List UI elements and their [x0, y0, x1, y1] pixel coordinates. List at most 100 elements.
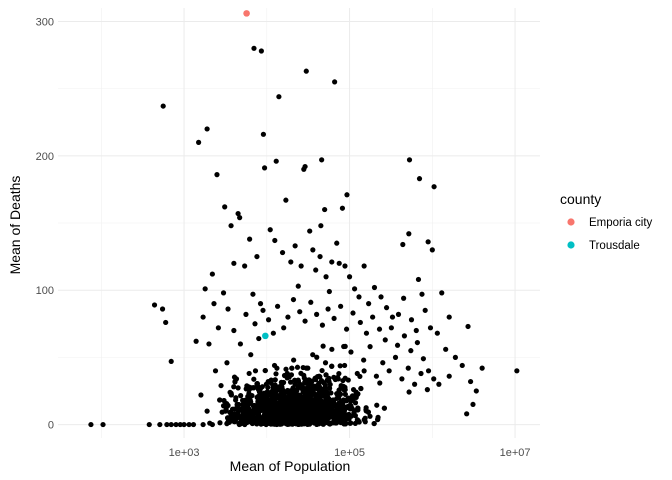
data-point — [247, 236, 253, 242]
data-point — [376, 326, 383, 332]
data-point — [221, 397, 227, 404]
data-point — [314, 354, 320, 360]
data-point — [270, 388, 276, 394]
data-point — [240, 402, 246, 408]
data-point — [467, 378, 474, 385]
x-tick-label: 1e+07 — [500, 447, 531, 459]
data-point — [329, 346, 335, 352]
data-points — [88, 10, 520, 428]
data-point — [151, 302, 158, 308]
y-tick-label: 300 — [36, 16, 54, 28]
data-point — [270, 330, 276, 336]
data-point — [309, 400, 315, 406]
data-point — [317, 253, 323, 260]
data-point — [173, 421, 179, 428]
data-point — [200, 421, 206, 428]
data-point — [342, 343, 348, 349]
data-point — [406, 231, 412, 237]
data-point — [168, 358, 174, 365]
data-point — [363, 405, 369, 411]
legend-title: county — [560, 191, 601, 207]
data-point — [419, 291, 425, 297]
data-point — [366, 301, 372, 307]
data-point — [214, 172, 220, 178]
data-point — [324, 377, 330, 383]
data-point — [233, 376, 240, 382]
data-point — [222, 204, 228, 210]
data-point — [157, 421, 163, 428]
data-point — [245, 393, 251, 400]
data-point — [307, 228, 313, 234]
data-point — [251, 404, 258, 410]
grid-lines — [58, 8, 540, 438]
data-point — [212, 368, 219, 374]
data-point — [354, 370, 360, 377]
data-point — [380, 360, 386, 366]
legend: county Emporia city Trousdale — [560, 191, 653, 252]
data-point — [200, 314, 206, 320]
data-point — [164, 421, 170, 428]
data-point — [392, 354, 399, 360]
data-point — [319, 410, 325, 416]
data-point — [327, 381, 333, 388]
data-point — [326, 415, 332, 421]
data-point — [257, 301, 264, 307]
data-point — [431, 184, 437, 190]
data-point — [236, 402, 242, 408]
data-point — [209, 271, 215, 277]
data-point — [278, 387, 284, 393]
data-point — [224, 421, 230, 427]
data-point — [220, 290, 227, 296]
data-point — [341, 387, 347, 393]
data-point — [375, 416, 381, 423]
data-point — [326, 288, 332, 295]
data-point — [436, 381, 442, 387]
data-point — [399, 376, 405, 382]
data-point — [383, 305, 390, 311]
data-point — [408, 317, 415, 323]
data-point — [361, 417, 367, 423]
data-point — [371, 420, 377, 427]
data-point — [314, 311, 320, 317]
data-point — [312, 419, 318, 426]
data-point — [272, 420, 278, 426]
data-point — [267, 227, 273, 233]
data-point — [341, 362, 348, 369]
data-point — [348, 349, 354, 355]
data-point — [400, 241, 406, 248]
data-point — [345, 377, 351, 383]
data-point — [326, 385, 333, 391]
data-point — [358, 385, 364, 392]
data-point — [219, 409, 225, 415]
data-point — [254, 381, 260, 387]
data-point — [206, 341, 212, 347]
data-point — [163, 319, 169, 326]
legend-label: Trousdale — [589, 240, 640, 252]
data-point — [367, 413, 373, 419]
data-point — [291, 393, 297, 399]
data-point — [382, 337, 388, 343]
data-point — [330, 398, 337, 405]
data-point — [209, 421, 215, 428]
data-point — [292, 243, 298, 249]
data-point — [389, 314, 396, 320]
data-point — [284, 387, 291, 394]
data-point — [231, 418, 237, 425]
data-point — [227, 409, 233, 416]
x-axis-title: Mean of Population — [230, 458, 351, 474]
highlight-point — [262, 332, 269, 340]
data-point — [302, 318, 308, 324]
data-point — [240, 410, 246, 416]
data-point — [265, 317, 272, 323]
data-point — [394, 342, 401, 348]
data-point — [412, 381, 418, 387]
x-tick-label: 1e+03 — [169, 447, 200, 459]
data-point — [285, 314, 291, 320]
data-point — [401, 295, 407, 301]
y-tick-label: 100 — [36, 285, 54, 297]
data-point — [345, 412, 351, 419]
data-point — [146, 421, 152, 428]
data-point — [279, 249, 286, 256]
data-point — [243, 311, 249, 317]
